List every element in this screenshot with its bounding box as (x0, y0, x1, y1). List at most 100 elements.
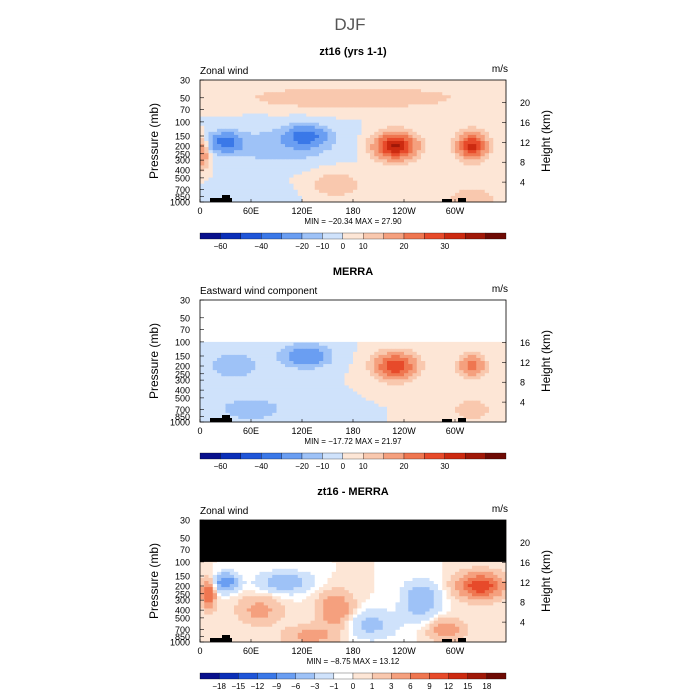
heatmap-cell (472, 361, 477, 365)
heatmap-cell (268, 80, 273, 84)
heatmap-cell (450, 183, 456, 188)
heatmap-cell (297, 198, 303, 203)
heatmap-cell (429, 345, 435, 350)
heatmap-cell (370, 98, 375, 102)
heatmap-cell (484, 354, 490, 359)
heatmap-cell (238, 168, 243, 172)
heatmap-cell (489, 183, 494, 188)
heatmap-cell (251, 116, 256, 121)
heatmap-cell (493, 370, 498, 374)
heatmap-cell (229, 137, 235, 142)
heatmap-cell (255, 177, 260, 182)
heatmap-cell (399, 134, 405, 139)
heatmap-cell (404, 168, 409, 172)
heatmap-cell (234, 144, 239, 148)
heatmap-cell (450, 101, 456, 105)
heatmap-cell (425, 171, 430, 175)
heatmap-cell (455, 141, 460, 145)
heatmap-cell (225, 122, 231, 127)
heatmap-cell (208, 177, 214, 182)
heatmap-cell (353, 137, 358, 142)
heatmap-cell (272, 370, 277, 374)
heatmap-cell (497, 195, 503, 200)
heatmap-cell (255, 119, 260, 124)
heatmap-cell (208, 376, 214, 380)
heatmap-cell (340, 342, 345, 347)
heatmap-cell (353, 110, 358, 114)
heatmap-cell (225, 376, 231, 380)
heatmap-cell (476, 122, 481, 127)
heatmap-cell (408, 153, 413, 157)
heatmap-cell (412, 125, 418, 130)
heatmap-cell (327, 125, 333, 130)
heatmap-cell (246, 379, 252, 383)
heatmap-cell (370, 195, 375, 200)
heatmap-cell (340, 131, 345, 136)
heatmap-cell (382, 376, 388, 380)
heatmap-cell (293, 168, 299, 172)
heatmap-cell (246, 180, 252, 185)
heatmap-cell (450, 198, 456, 203)
heatmap-cell (421, 131, 426, 136)
heatmap-cell (480, 101, 486, 105)
heatmap-cell (382, 83, 388, 87)
heatmap-cell (263, 165, 269, 169)
heatmap-cell (297, 113, 303, 117)
heatmap-cell (484, 150, 490, 154)
heatmap-cell (340, 354, 345, 359)
heatmap-cell (344, 168, 350, 172)
heatmap-cell (493, 80, 498, 84)
heatmap-cell (484, 80, 490, 84)
heatmap-cell (225, 342, 231, 347)
heatmap-cell (497, 134, 503, 139)
heatmap-cell (204, 134, 209, 139)
heatmap-cell (476, 144, 481, 148)
heatmap-cell (268, 162, 273, 166)
heatmap-cell (344, 119, 350, 124)
heatmap-cell (289, 168, 294, 172)
topography-mask (442, 199, 452, 202)
heatmap-cell (438, 174, 443, 178)
heatmap-cell (370, 354, 375, 359)
heatmap-cell (463, 171, 469, 175)
heatmap-cell (293, 180, 299, 185)
heatmap-cell (251, 83, 256, 87)
heatmap-cell (459, 159, 464, 163)
heatmap-cell (221, 150, 226, 154)
heatmap-cell (455, 153, 460, 157)
heatmap-cell (463, 119, 469, 124)
heatmap-cell (229, 367, 235, 371)
heatmap-cell (263, 119, 269, 124)
heatmap-cell (438, 131, 443, 136)
heatmap-cell (268, 122, 273, 127)
heatmap-cell (501, 177, 507, 182)
heatmap-cell (348, 382, 354, 386)
heatmap-cell (455, 128, 460, 133)
heatmap-cell (412, 153, 418, 157)
heatmap-cell (280, 357, 286, 362)
heatmap-cell (204, 150, 209, 154)
heatmap-cell (234, 192, 239, 197)
heatmap-cell (217, 192, 222, 197)
heatmap-cell (497, 174, 503, 178)
heatmap-cell (480, 92, 486, 96)
heatmap-cell (200, 92, 205, 96)
heatmap-cell (238, 357, 243, 362)
heatmap-cell (353, 354, 358, 359)
heatmap-cell (357, 354, 362, 359)
heatmap-cell (374, 382, 379, 386)
heatmap-cell (387, 367, 392, 371)
heatmap-cell (272, 379, 277, 383)
heatmap-cell (476, 198, 481, 203)
heatmap-cell (242, 119, 248, 124)
heatmap-cell (480, 345, 486, 350)
heatmap-cell (374, 92, 379, 96)
heatmap-cell (340, 98, 345, 102)
heatmap-cell (310, 367, 316, 371)
heatmap-cell (268, 180, 273, 185)
heatmap-cell (344, 373, 350, 377)
heatmap-cell (416, 198, 422, 203)
heatmap-cell (302, 198, 307, 203)
heatmap-cell (370, 376, 375, 380)
heatmap-cell (276, 370, 282, 374)
